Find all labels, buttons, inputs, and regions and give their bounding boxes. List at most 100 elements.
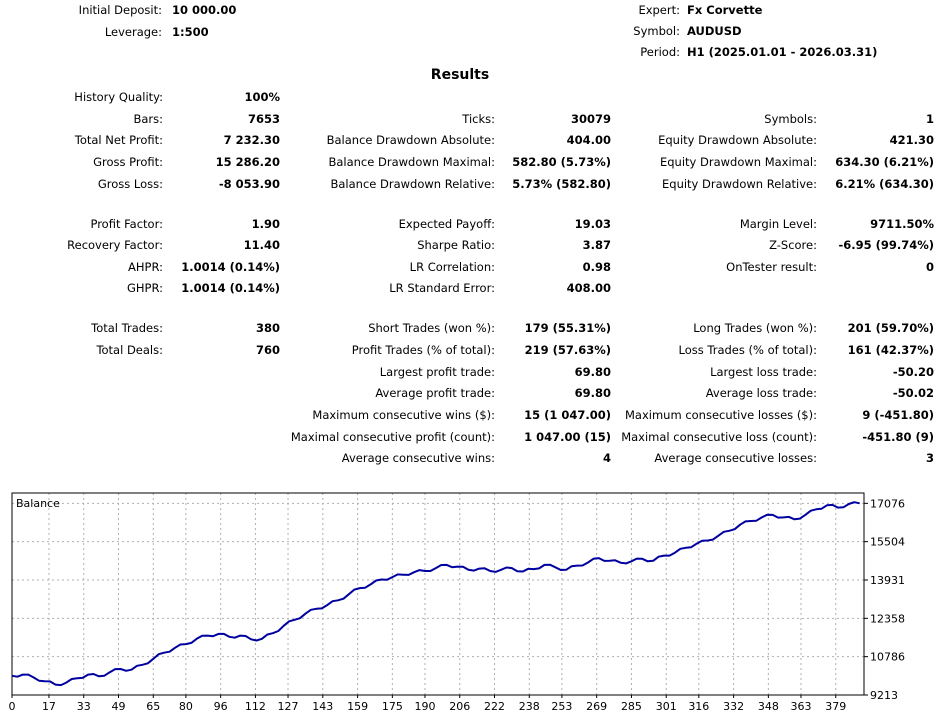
x-tick-label: 269 bbox=[586, 700, 607, 713]
history-quality-value: 100% bbox=[244, 90, 280, 104]
x-tick-label: 316 bbox=[688, 700, 709, 713]
average-loss-trade-value: -50.02 bbox=[892, 386, 934, 400]
expert-label: Expert: bbox=[638, 3, 680, 17]
total-net-profit-label: Total Net Profit: bbox=[74, 133, 163, 147]
profit-factor-value: 1.90 bbox=[251, 217, 280, 231]
x-tick-label: 363 bbox=[790, 700, 811, 713]
period-value: H1 (2025.01.01 - 2026.03.31) bbox=[687, 45, 878, 59]
x-tick-label: 17 bbox=[42, 700, 56, 713]
y-tick-label: 13931 bbox=[870, 574, 905, 587]
x-tick-label: 49 bbox=[112, 700, 126, 713]
recovery-factor-value: 11.40 bbox=[243, 238, 280, 252]
balance-dd-relative-value: 5.73% (582.80) bbox=[512, 177, 611, 191]
results-title: Results bbox=[430, 67, 490, 83]
lr-standard-error-value: 408.00 bbox=[566, 281, 611, 295]
margin-level-label: Margin Level: bbox=[739, 217, 817, 231]
average-consecutive-wins-label: Average consecutive wins: bbox=[341, 451, 495, 465]
history-quality-label: History Quality: bbox=[74, 90, 163, 104]
y-tick-label: 9213 bbox=[870, 689, 898, 702]
y-axis: 9213 10786 12358 13931 15504 17076 bbox=[864, 497, 905, 702]
ghpr-label: GHPR: bbox=[126, 281, 163, 295]
chart-title: Balance bbox=[16, 497, 60, 510]
gross-loss-label: Gross Loss: bbox=[97, 177, 163, 191]
gross-loss-value: -8 053.90 bbox=[218, 177, 280, 191]
x-tick-label: 159 bbox=[347, 700, 368, 713]
long-trades-value: 201 (59.70%) bbox=[847, 321, 934, 335]
x-tick-label: 65 bbox=[146, 700, 160, 713]
x-tick-label: 143 bbox=[312, 700, 333, 713]
initial-deposit-label: Initial Deposit: bbox=[78, 3, 162, 17]
largest-profit-trade-value: 69.80 bbox=[574, 365, 611, 379]
max-consecutive-wins-value: 15 (1 047.00) bbox=[524, 408, 611, 422]
x-tick-label: 348 bbox=[758, 700, 779, 713]
x-tick-label: 379 bbox=[825, 700, 846, 713]
lr-correlation-value: 0.98 bbox=[582, 260, 611, 274]
average-consecutive-losses-value: 3 bbox=[925, 451, 934, 465]
sharpe-ratio-label: Sharpe Ratio: bbox=[417, 238, 495, 252]
max-consecutive-wins-label: Maximum consecutive wins ($): bbox=[312, 408, 495, 422]
equity-dd-relative-value: 6.21% (634.30) bbox=[835, 177, 934, 191]
profit-factor-label: Profit Factor: bbox=[90, 217, 163, 231]
short-trades-value: 179 (55.31%) bbox=[524, 321, 611, 335]
ghpr-value: 1.0014 (0.14%) bbox=[181, 281, 280, 295]
balance-series-line bbox=[11, 501, 860, 687]
largest-profit-trade-label: Largest profit trade: bbox=[379, 365, 495, 379]
equity-dd-relative-label: Equity Drawdown Relative: bbox=[662, 177, 817, 191]
total-trades-label: Total Trades: bbox=[91, 321, 163, 335]
x-tick-label: 80 bbox=[179, 700, 193, 713]
leverage-value: 1:500 bbox=[172, 25, 209, 39]
total-deals-label: Total Deals: bbox=[96, 343, 163, 357]
initial-deposit-value: 10 000.00 bbox=[172, 3, 237, 17]
x-tick-label: 175 bbox=[382, 700, 403, 713]
y-tick-label: 10786 bbox=[870, 651, 905, 664]
y-tick-label: 17076 bbox=[870, 497, 905, 510]
max-consecutive-losses-value: 9 (-451.80) bbox=[862, 408, 934, 422]
balance-dd-maximal-label: Balance Drawdown Maximal: bbox=[328, 155, 495, 169]
x-tick-label: 222 bbox=[484, 700, 505, 713]
equity-dd-absolute-value: 421.30 bbox=[889, 133, 934, 147]
total-net-profit-value: 7 232.30 bbox=[223, 133, 280, 147]
expert-value: Fx Corvette bbox=[687, 3, 763, 17]
x-tick-label: 238 bbox=[519, 700, 540, 713]
chart-series-group bbox=[11, 501, 860, 687]
long-trades-label: Long Trades (won %): bbox=[693, 321, 817, 335]
balance-dd-relative-label: Balance Drawdown Relative: bbox=[330, 177, 496, 191]
chart-frame bbox=[11, 492, 865, 696]
ahpr-value: 1.0014 (0.14%) bbox=[181, 260, 280, 274]
chart-grid bbox=[11, 493, 864, 696]
equity-dd-maximal-label: Equity Drawdown Maximal: bbox=[659, 155, 817, 169]
max-consecutive-losses-label: Maximum consecutive losses ($): bbox=[625, 408, 817, 422]
total-trades-value: 380 bbox=[255, 321, 280, 335]
balance-dd-maximal-value: 582.80 (5.73%) bbox=[512, 155, 611, 169]
average-loss-trade-label: Average loss trade: bbox=[705, 386, 817, 400]
margin-level-value: 9711.50% bbox=[870, 217, 934, 231]
balance-dd-absolute-value: 404.00 bbox=[566, 133, 611, 147]
symbols-label: Symbols: bbox=[764, 112, 817, 126]
average-profit-trade-value: 69.80 bbox=[574, 386, 611, 400]
gross-profit-label: Gross Profit: bbox=[93, 155, 163, 169]
loss-trades-value: 161 (42.37%) bbox=[847, 343, 934, 357]
x-tick-label: 190 bbox=[414, 700, 435, 713]
equity-dd-absolute-label: Equity Drawdown Absolute: bbox=[658, 133, 817, 147]
bars-value: 7653 bbox=[247, 112, 280, 126]
ontester-result-label: OnTester result: bbox=[726, 260, 817, 274]
x-tick-label: 0 bbox=[9, 700, 16, 713]
equity-dd-maximal-value: 634.30 (6.21%) bbox=[835, 155, 934, 169]
symbol-value: AUDUSD bbox=[687, 24, 742, 38]
z-score-label: Z-Score: bbox=[769, 238, 817, 252]
lr-correlation-label: LR Correlation: bbox=[409, 260, 495, 274]
balance-dd-absolute-label: Balance Drawdown Absolute: bbox=[326, 133, 495, 147]
x-tick-label: 96 bbox=[214, 700, 228, 713]
average-profit-trade-label: Average profit trade: bbox=[375, 386, 495, 400]
short-trades-label: Short Trades (won %): bbox=[368, 321, 495, 335]
sharpe-ratio-value: 3.87 bbox=[582, 238, 611, 252]
symbol-label: Symbol: bbox=[633, 24, 680, 38]
bars-label: Bars: bbox=[133, 112, 163, 126]
ontester-result-value: 0 bbox=[925, 260, 934, 274]
ahpr-label: AHPR: bbox=[128, 260, 163, 274]
ticks-value: 30079 bbox=[570, 112, 611, 126]
largest-loss-trade-value: -50.20 bbox=[892, 365, 934, 379]
x-tick-label: 127 bbox=[278, 700, 299, 713]
ticks-label: Ticks: bbox=[462, 112, 495, 126]
x-tick-label: 332 bbox=[723, 700, 744, 713]
